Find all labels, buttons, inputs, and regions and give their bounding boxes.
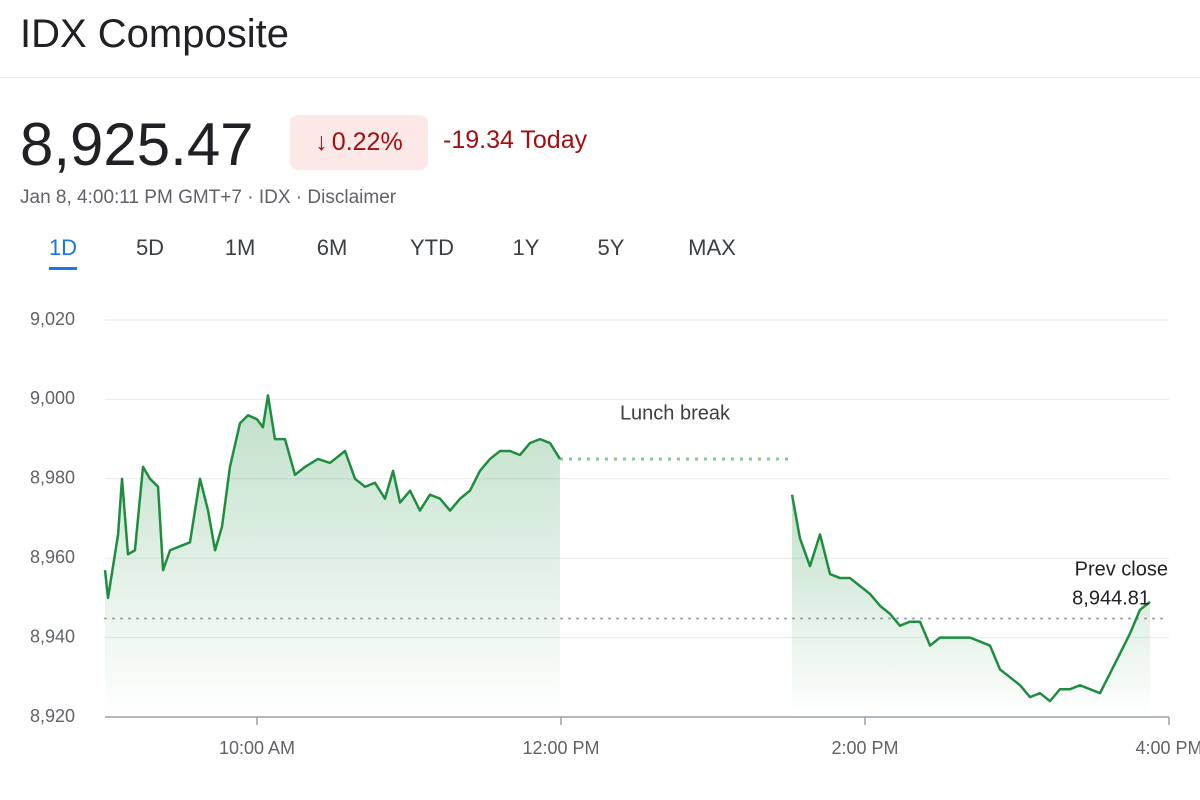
y-tick-label: 9,000: [30, 388, 75, 408]
range-tab[interactable]: 1Y: [512, 235, 540, 260]
range-tab[interactable]: 5D: [135, 235, 165, 260]
timestamp: Jan 8, 4:00:11 PM GMT+7: [20, 187, 242, 208]
exchange: IDX: [258, 187, 291, 208]
y-tick-label: 9,020: [30, 309, 75, 329]
change-percent: 0.22%: [331, 128, 403, 156]
y-tick-label: 8,920: [30, 706, 75, 726]
down-arrow: ↓: [315, 128, 328, 156]
break-label: Lunch break: [620, 402, 731, 424]
title: IDX Composite: [20, 12, 289, 56]
range-tab[interactable]: 5Y: [597, 235, 625, 260]
range-tab[interactable]: MAX: [688, 235, 736, 260]
change-today: -19.34 Today: [443, 126, 588, 154]
price: 8,925.47: [20, 111, 254, 178]
disclaimer[interactable]: Disclaimer: [307, 187, 397, 208]
y-tick-label: 8,980: [30, 468, 75, 488]
x-tick-label: 4:00 PM: [1135, 738, 1200, 758]
range-tab[interactable]: YTD: [410, 235, 454, 260]
y-tick-label: 8,960: [30, 547, 75, 567]
price-line: [103, 394, 1151, 703]
prev-close-label: Prev close: [1075, 558, 1168, 580]
range-tab[interactable]: 6M: [316, 235, 348, 260]
x-tick-label: 12:00 PM: [522, 738, 599, 758]
range-tab[interactable]: 1M: [224, 235, 256, 260]
range-tab[interactable]: 1D: [48, 235, 78, 270]
area-fill: [792, 494, 1150, 717]
x-tick-label: 2:00 PM: [831, 738, 898, 758]
area-fill: [105, 395, 560, 717]
meta: Jan 8, 4:00:11 PM GMT+7 · IDX · Disclaim…: [20, 187, 397, 208]
change-badge: ↓ 0.22%: [290, 115, 428, 170]
x-tick-label: 10:00 AM: [219, 738, 295, 758]
prev-close-value: 8,944.81: [1072, 587, 1150, 609]
y-tick-label: 8,940: [30, 626, 75, 646]
divider: [0, 77, 1200, 78]
